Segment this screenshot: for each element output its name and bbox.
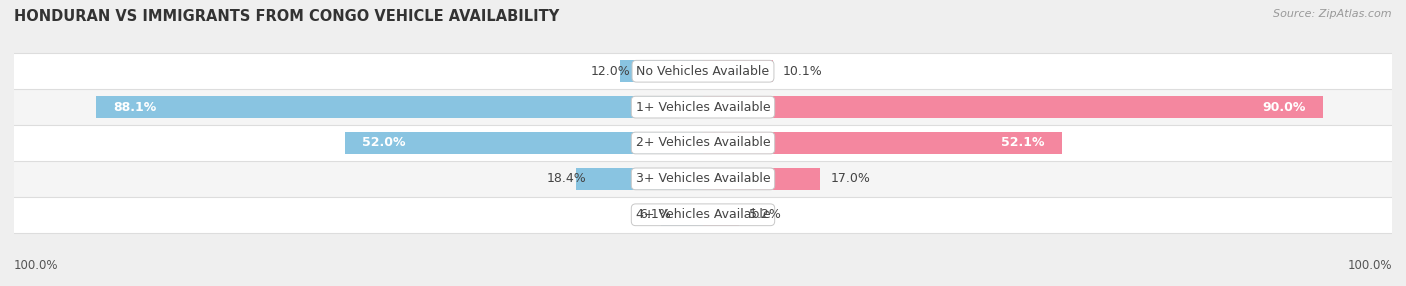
Text: 90.0%: 90.0% (1263, 101, 1306, 114)
Bar (14, 125, 1392, 161)
Text: 100.0%: 100.0% (14, 259, 59, 272)
Text: 6.1%: 6.1% (640, 208, 671, 221)
Text: 5.2%: 5.2% (749, 208, 782, 221)
Text: HONDURAN VS IMMIGRANTS FROM CONGO VEHICLE AVAILABILITY: HONDURAN VS IMMIGRANTS FROM CONGO VEHICL… (14, 9, 560, 23)
Text: 52.1%: 52.1% (1001, 136, 1045, 150)
Text: 2+ Vehicles Available: 2+ Vehicles Available (636, 136, 770, 150)
Text: 88.1%: 88.1% (114, 101, 156, 114)
Bar (703, 132, 1062, 154)
Bar (14, 197, 1392, 233)
Text: 10.1%: 10.1% (783, 65, 823, 78)
Text: 4+ Vehicles Available: 4+ Vehicles Available (636, 208, 770, 221)
Text: 12.0%: 12.0% (591, 65, 631, 78)
Text: 18.4%: 18.4% (547, 172, 586, 185)
Bar (703, 96, 1323, 118)
Bar (703, 204, 738, 226)
Bar (14, 53, 1392, 89)
Bar (344, 132, 703, 154)
Bar (96, 96, 703, 118)
Bar (14, 161, 1392, 197)
Bar (576, 168, 703, 190)
Bar (703, 60, 772, 82)
Text: 1+ Vehicles Available: 1+ Vehicles Available (636, 101, 770, 114)
Bar (661, 204, 703, 226)
Text: 52.0%: 52.0% (361, 136, 405, 150)
Text: Source: ZipAtlas.com: Source: ZipAtlas.com (1274, 9, 1392, 19)
Bar (14, 89, 1392, 125)
Text: 100.0%: 100.0% (1347, 259, 1392, 272)
Text: 17.0%: 17.0% (831, 172, 870, 185)
Bar (703, 168, 820, 190)
Text: 3+ Vehicles Available: 3+ Vehicles Available (636, 172, 770, 185)
Text: No Vehicles Available: No Vehicles Available (637, 65, 769, 78)
Bar (620, 60, 703, 82)
